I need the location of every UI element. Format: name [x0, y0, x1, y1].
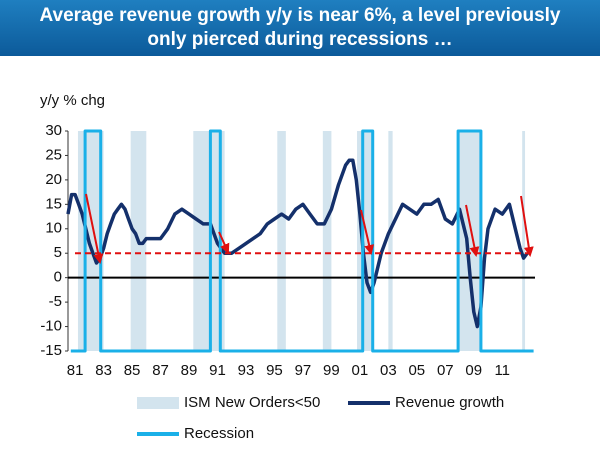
y-axis-label: y/y % chg [40, 92, 105, 109]
y-tick-label: 15 [45, 195, 62, 212]
title-line: Average revenue growth y/y is near 6%, a… [39, 5, 561, 26]
title-line: only pierced during recessions … [147, 29, 453, 50]
title-banner: Average revenue growth y/y is near 6%, a… [0, 0, 600, 56]
x-tick-label: 07 [437, 362, 454, 379]
y-tick-label: -15 [40, 342, 62, 359]
series-line [66, 158, 529, 329]
x-tick-label: 93 [238, 362, 255, 379]
y-tick-label: 0 [54, 269, 62, 286]
legend-label: Recession [184, 425, 254, 442]
x-tick-label: 01 [352, 362, 369, 379]
y-tick-label: -5 [49, 293, 62, 310]
y-tick-label: 20 [45, 171, 62, 188]
series-line [70, 129, 534, 353]
y-tick-label: 30 [45, 122, 62, 139]
x-tick-label: 99 [323, 362, 340, 379]
x-tick-label: 81 [67, 362, 84, 379]
x-tick-label: 05 [408, 362, 425, 379]
ism-band [388, 131, 393, 351]
x-tick-label: 03 [380, 362, 397, 379]
legend-swatch [137, 397, 179, 409]
ism-band [277, 131, 286, 351]
x-tick-label: 09 [465, 362, 482, 379]
ism-band [322, 131, 332, 351]
y-tick-label: 5 [54, 244, 62, 261]
arrow [218, 231, 230, 254]
y-tick-label: 10 [45, 220, 62, 237]
arrow [465, 204, 480, 257]
plot-layer: 30 25 20 15 10 5 0 -5 -10 -15 81 83 85 87 89 91 93 95 97 99… [40, 122, 535, 442]
legend-label: Revenue growth [395, 394, 504, 411]
y-tick-label: -10 [40, 318, 62, 335]
legend-label: ISM New Orders<50 [184, 394, 320, 411]
x-tick-label: 87 [152, 362, 169, 379]
ism-band [522, 131, 526, 351]
annotation-arrows [85, 193, 534, 264]
x-tick-label: 85 [124, 362, 141, 379]
arrow [520, 195, 534, 257]
x-tick-label: 89 [181, 362, 198, 379]
x-tick-label: 97 [295, 362, 312, 379]
x-tick-label: 11 [494, 362, 510, 379]
arrow [85, 193, 104, 264]
y-tick-label: 25 [45, 146, 62, 163]
x-tick-label: 95 [266, 362, 283, 379]
x-tick-label: 83 [95, 362, 112, 379]
x-tick-label: 91 [209, 362, 226, 379]
arrow [360, 209, 375, 255]
